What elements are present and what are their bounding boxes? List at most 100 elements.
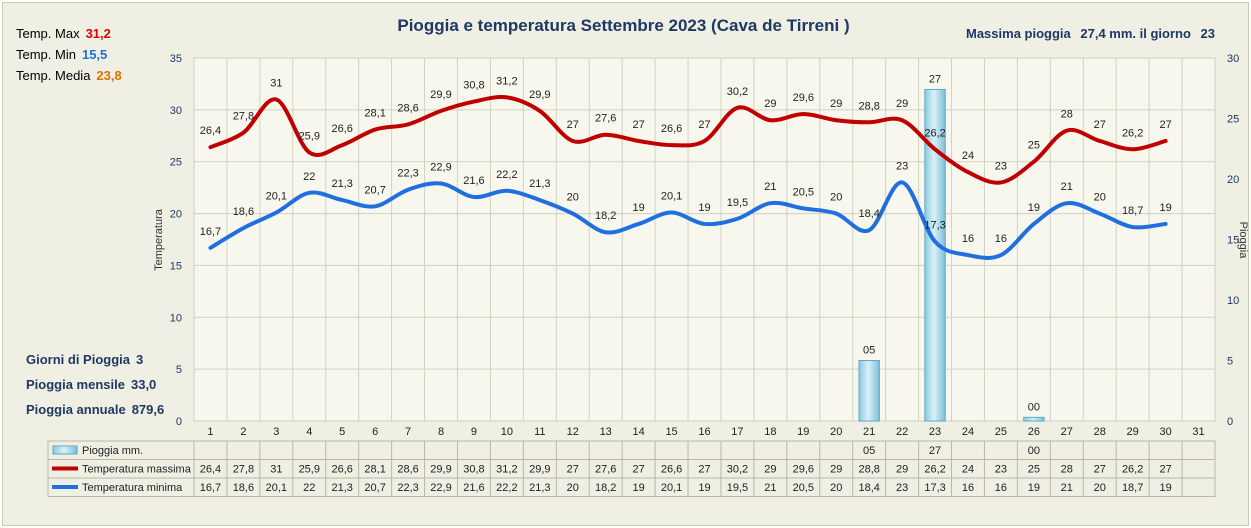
x-tick-label: 29	[1127, 426, 1139, 438]
tmax-line	[208, 95, 1168, 185]
tmin-line-label: 19	[633, 202, 645, 214]
table-cell: 28	[1061, 464, 1073, 476]
y2-tick-label: 25	[1227, 114, 1239, 126]
table-cell: 29,6	[793, 464, 814, 476]
tmax-line-label: 29,9	[430, 89, 451, 101]
y2-tick-label: 30	[1227, 53, 1239, 65]
stat-temp-max-value: 31,2	[85, 26, 111, 41]
tmin-line-label: 20,1	[266, 191, 287, 203]
x-tick-label: 27	[1061, 426, 1073, 438]
table-cell: 27	[1159, 464, 1171, 476]
table-cell: 20,7	[364, 482, 385, 494]
tmax-line-label: 28,1	[364, 108, 385, 120]
tmin-line-label: 22,2	[496, 169, 517, 181]
tmin-line-label: 22,3	[397, 168, 418, 180]
y2-tick-label: 15	[1227, 235, 1239, 247]
x-tick-label: 21	[863, 426, 875, 438]
stat-temp-min: Temp. Min 15,5	[16, 47, 107, 62]
tmin-line-label: 22	[303, 171, 315, 183]
rain-bar-label: 05	[863, 345, 875, 357]
stat-temp-media: Temp. Media 23,8	[16, 68, 122, 83]
tmax-line-label: 26,6	[661, 123, 682, 135]
x-tick-label: 10	[501, 426, 513, 438]
table-cell: 22,2	[496, 482, 517, 494]
tmax-line-label: 27	[1094, 119, 1106, 131]
tmin-line-label: 18,6	[233, 206, 254, 218]
table-cell: 27	[633, 464, 645, 476]
tmax-line-label: 26,2	[924, 127, 945, 139]
table-cell: 18,2	[595, 482, 616, 494]
table-cell: 30,8	[463, 464, 484, 476]
table-cell: 22,3	[397, 482, 418, 494]
tmax-line-label: 27	[698, 119, 710, 131]
x-tick-label: 13	[600, 426, 612, 438]
table-cell: 29,9	[529, 464, 550, 476]
table-cell: 20,1	[266, 482, 287, 494]
summary-annuale: Pioggia annuale 879,6	[26, 402, 164, 417]
x-tick-label: 12	[567, 426, 579, 438]
x-tick-label: 31	[1192, 426, 1204, 438]
y2-tick-label: 5	[1227, 356, 1233, 368]
tmax-line-label: 29	[764, 98, 776, 110]
stat-temp-max: Temp. Max 31,2	[16, 26, 111, 41]
tmax-line-label: 24	[962, 150, 974, 162]
stat-temp-min-label: Temp. Min	[16, 47, 76, 62]
summary-mensile-label: Pioggia mensile	[26, 377, 125, 392]
y2-tick-label: 20	[1227, 174, 1239, 186]
table-cell: 16,7	[200, 482, 221, 494]
tmin-line-label: 21	[764, 181, 776, 193]
table-cell: 31	[270, 464, 282, 476]
max-rain-label: Massima pioggia	[966, 26, 1071, 41]
chart-title: Pioggia e temperatura Settembre 2023 (Ca…	[397, 16, 850, 35]
tmax-line-label: 29	[896, 98, 908, 110]
table-cell: 19,5	[727, 482, 748, 494]
table-cell: 27,6	[595, 464, 616, 476]
x-tick-label: 25	[995, 426, 1007, 438]
table-cell: 25	[1028, 464, 1040, 476]
x-tick-label: 14	[633, 426, 645, 438]
tmax-line-label: 27	[1159, 119, 1171, 131]
tmin-line-label: 16	[995, 233, 1007, 245]
table-cell: 20	[1094, 482, 1106, 494]
table-cell: 17,3	[924, 482, 945, 494]
table-cell: 20	[567, 482, 579, 494]
tmin-line	[208, 180, 1168, 260]
table-cell: 31,2	[496, 464, 517, 476]
table-cell: 23	[896, 482, 908, 494]
tmin-line-label: 19	[698, 202, 710, 214]
stat-temp-media-label: Temp. Media	[16, 68, 91, 83]
max-rain-value: 27,4 mm. il giorno	[1080, 26, 1191, 41]
table-cell: 30,2	[727, 464, 748, 476]
x-tick-label: 23	[929, 426, 941, 438]
x-tick-label: 5	[339, 426, 345, 438]
max-rain-info: Massima pioggia 27,4 mm. il giorno 23	[966, 26, 1215, 41]
tmax-line-label: 28,6	[397, 102, 418, 114]
tmin-line-label: 21,3	[529, 178, 550, 190]
tmin-line-label: 23	[896, 160, 908, 172]
tmax-line-label: 28,8	[858, 100, 879, 112]
table-cell: 19	[698, 482, 710, 494]
table-cell: 29,9	[430, 464, 451, 476]
tmax-line-label: 30,8	[463, 80, 484, 92]
tmax-line-label: 31,2	[496, 75, 517, 87]
x-tick-label: 18	[764, 426, 776, 438]
table-cell: 27	[567, 464, 579, 476]
plot-area	[193, 57, 1216, 422]
rain-bar-label: 27	[929, 73, 941, 85]
table-cell: 26,6	[331, 464, 352, 476]
legend-label-tmax: Temperatura massima	[82, 464, 192, 476]
stat-temp-max-label: Temp. Max	[16, 26, 80, 41]
stat-temp-min-value: 15,5	[81, 47, 108, 62]
tmin-line-label: 20,1	[661, 191, 682, 203]
x-tick-label: 8	[438, 426, 444, 438]
rain-bar	[924, 88, 946, 422]
rain-bar	[858, 360, 880, 422]
tmax-line-label: 25	[1028, 140, 1040, 152]
tmin-line-label: 18,2	[595, 210, 616, 222]
table-cell: 22	[303, 482, 315, 494]
y2-axis-title: Pioggia	[1237, 222, 1249, 260]
tmin-line-label: 20,5	[793, 186, 814, 198]
y-tick-label: 0	[176, 416, 182, 428]
summary-mensile: Pioggia mensile 33,0	[26, 377, 156, 392]
summary-giorni: Giorni di Pioggia 3	[26, 352, 143, 367]
